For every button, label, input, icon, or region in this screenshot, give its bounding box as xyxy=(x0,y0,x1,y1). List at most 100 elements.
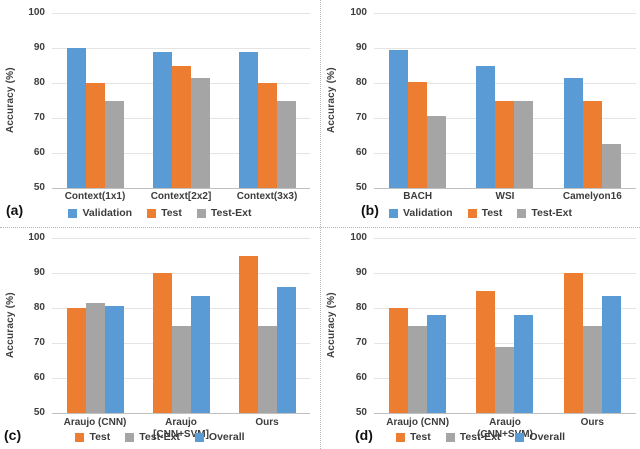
chart-panel-d: Accuracy (%) 100 90 80 70 60 50 Araujo (CNN) Ara… xyxy=(321,228,640,449)
legend-item-test: Test xyxy=(467,207,502,219)
bar-test-ext-context-1x1 xyxy=(104,100,124,188)
y-axis-label: Accuracy (%) xyxy=(5,292,16,359)
bar-group-ours xyxy=(224,238,310,413)
legend-swatch-validation xyxy=(388,208,398,218)
bar-test-ext-context-3x3 xyxy=(276,100,296,188)
legend-item-test-ext: Test-Ext xyxy=(196,207,252,219)
bar-test-context-3x3 xyxy=(257,83,277,188)
y-tick-label: 60 xyxy=(355,147,367,158)
y-tick-label: 80 xyxy=(33,302,45,313)
gridline xyxy=(374,83,636,84)
y-axis-label: Accuracy (%) xyxy=(326,292,337,359)
bar-overall-ours xyxy=(601,296,621,413)
bar-overall-araujo-cnn-svm xyxy=(190,296,210,413)
bar-test-ext-ours xyxy=(582,325,602,413)
vertical-dotted-divider xyxy=(320,0,321,449)
bar-validation-context-2x2 xyxy=(152,51,172,188)
chart-panel-a: Accuracy (%) 100 90 80 70 60 50 Context(1x1) Con… xyxy=(0,0,320,227)
bar-group-wsi xyxy=(461,13,548,188)
y-tick-label: 70 xyxy=(355,112,367,123)
legend-item-overall: Overall xyxy=(194,431,245,443)
bar-group-ours xyxy=(549,238,636,413)
bar-test-bach xyxy=(408,81,428,188)
legend-item-test: Test xyxy=(75,431,110,443)
legend-label-validation: Validation xyxy=(82,207,133,219)
y-tick-label: 70 xyxy=(33,337,45,348)
y-tick-label: 90 xyxy=(355,42,367,53)
category-label-bach: BACH xyxy=(403,191,433,202)
legend-label-overall: Overall xyxy=(208,431,245,443)
plot-area xyxy=(374,13,636,189)
bar-group-araujo-cnn-svm xyxy=(138,238,224,413)
legend-item-validation: Validation xyxy=(388,207,453,219)
category-label-wsi: WSI xyxy=(495,191,515,202)
legend: Validation Test Test-Ext xyxy=(0,207,320,219)
gridline xyxy=(374,343,636,344)
chart-panel-c: Accuracy (%) 100 90 80 70 60 50 Araujo (CNN) Ara… xyxy=(0,228,320,449)
y-tick-label: 80 xyxy=(355,302,367,313)
legend-label-overall: Overall xyxy=(529,431,566,443)
gridline xyxy=(374,13,636,14)
bar-test-ext-araujo-cnn-svm xyxy=(495,346,515,413)
bar-validation-wsi xyxy=(476,65,496,188)
y-tick-label: 70 xyxy=(33,112,45,123)
legend: Test Test-Ext Overall xyxy=(321,431,640,443)
chart-panel-b: Accuracy (%) 100 90 80 70 60 50 BACH WSI Camelyon… xyxy=(321,0,640,227)
bar-group-araujo-cnn-svm xyxy=(461,238,548,413)
gridline xyxy=(52,13,310,14)
bar-group-context-3x3 xyxy=(224,13,310,188)
y-tick-label: 90 xyxy=(33,267,45,278)
bar-overall-araujo-cnn-svm xyxy=(514,315,534,413)
legend-item-test-ext: Test-Ext xyxy=(517,207,572,219)
category-label-ours: Ours xyxy=(255,417,279,428)
y-tick-label: 100 xyxy=(28,232,45,243)
bar-validation-context-3x3 xyxy=(238,51,258,188)
bar-group-bach xyxy=(374,13,461,188)
category-label-camelyon16: Camelyon16 xyxy=(562,191,622,202)
bar-overall-araujo-cnn xyxy=(427,315,447,413)
panel-letter-a: (a) xyxy=(6,202,24,218)
legend-label-test: Test xyxy=(89,431,111,443)
bar-test-ext-bach xyxy=(427,115,447,188)
bar-test-ext-araujo-cnn xyxy=(408,325,428,413)
legend-swatch-validation xyxy=(68,208,78,218)
bar-test-ours xyxy=(563,273,583,413)
y-tick-label: 70 xyxy=(355,337,367,348)
bar-test-ext-camelyon16 xyxy=(601,144,621,188)
category-label-araujo-cnn: Araujo (CNN) xyxy=(63,417,127,428)
category-label-araujo-cnn: Araujo (CNN) xyxy=(386,417,450,428)
y-tick-label: 100 xyxy=(350,7,367,18)
bar-group-context-2x2 xyxy=(138,13,224,188)
panel-letter-d: (d) xyxy=(355,427,373,443)
legend: Validation Test Test-Ext xyxy=(321,207,640,219)
y-tick-label: 50 xyxy=(33,182,45,193)
gridline xyxy=(52,273,310,274)
legend-swatch-test-ext xyxy=(125,432,135,442)
legend-swatch-test xyxy=(467,208,477,218)
bar-test-araujo-cnn-svm xyxy=(152,273,172,413)
y-tick-label: 100 xyxy=(28,7,45,18)
y-tick-label: 60 xyxy=(33,147,45,158)
bar-group-araujo-cnn xyxy=(52,238,138,413)
y-tick-label: 60 xyxy=(355,372,367,383)
bar-test-ext-araujo-cnn-svm xyxy=(171,325,191,413)
gridline xyxy=(374,273,636,274)
legend-swatch-test-ext xyxy=(517,208,527,218)
bar-test-ext-ours xyxy=(257,325,277,413)
category-label-ours: Ours xyxy=(580,417,604,428)
legend-item-test: Test xyxy=(395,431,431,443)
panel-letter-c: (c) xyxy=(4,427,22,443)
bar-group-araujo-cnn xyxy=(374,238,461,413)
category-label-araujo-cnn-svm: Araujo [CNN+SVM] xyxy=(153,417,209,440)
bar-test-context-1x1 xyxy=(85,83,105,188)
legend-swatch-test-ext xyxy=(196,208,206,218)
legend-label-test-ext: Test-Ext xyxy=(139,431,180,443)
y-tick-label: 60 xyxy=(33,372,45,383)
legend-swatch-test xyxy=(75,432,85,442)
legend: Test Test-Ext Overall xyxy=(0,431,320,443)
y-tick-label: 100 xyxy=(350,232,367,243)
legend-label-test: Test xyxy=(161,207,182,219)
legend-item-overall: Overall xyxy=(515,431,565,443)
category-label-context-1x1: Context(1x1) xyxy=(64,191,126,202)
legend-swatch-test-ext xyxy=(445,432,455,442)
